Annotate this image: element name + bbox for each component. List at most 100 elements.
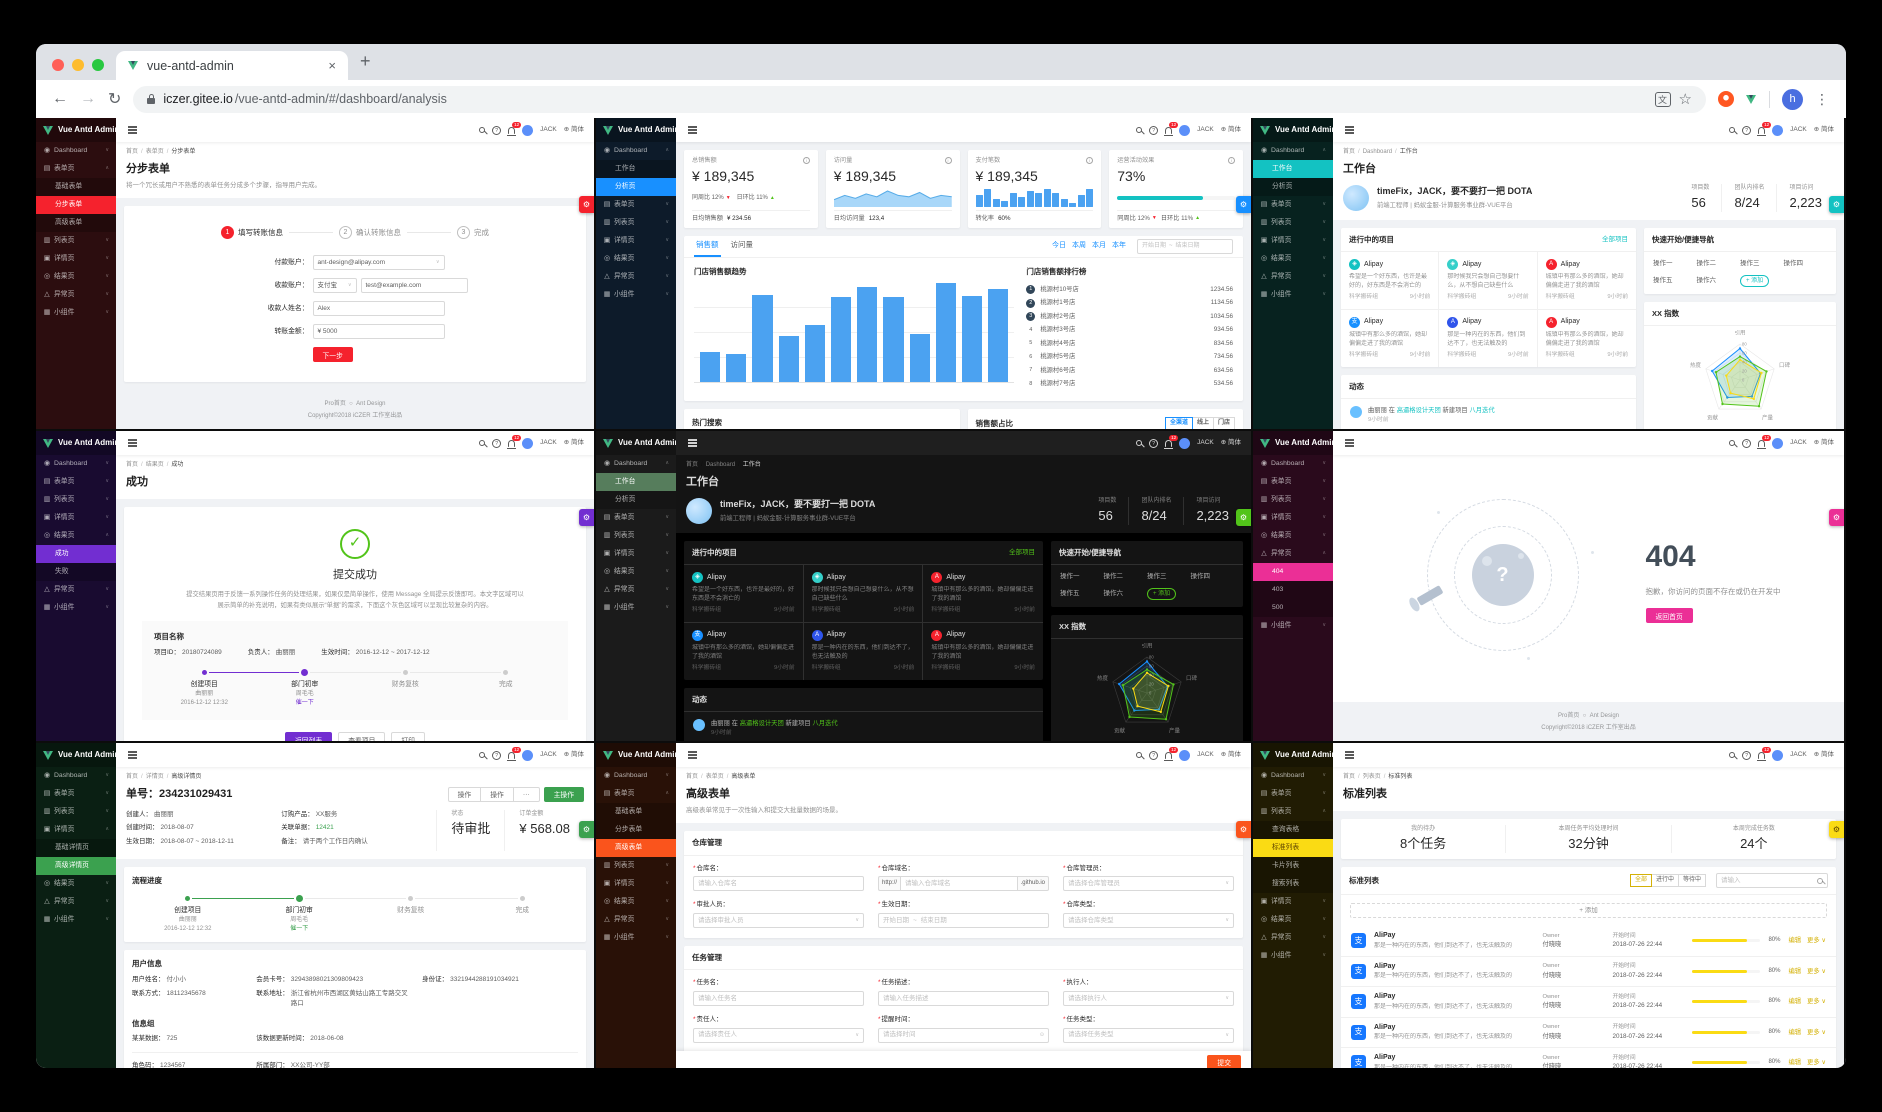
sidebar-item[interactable]: 基础表单: [596, 803, 676, 821]
radio-filter[interactable]: 门店: [1212, 416, 1235, 429]
edit-link[interactable]: 编辑: [1788, 967, 1802, 975]
address-bar[interactable]: iczer.gitee.io/vue-antd-admin/#/dashboar…: [133, 85, 1706, 113]
sidebar-group[interactable]: △ 异常页 ∨: [1253, 929, 1333, 947]
user-name[interactable]: JACK: [540, 751, 557, 759]
bell-icon[interactable]: 12: [1165, 434, 1179, 447]
breadcrumb-item[interactable]: 成功: [171, 462, 184, 468]
sidebar-item[interactable]: 卡片列表: [1253, 857, 1333, 875]
project-card[interactable]: A Alipay 城镇中有那么多的酒馆，她却偏偏走进了我的酒馆 科学搬砖组 9小时前: [1545, 316, 1628, 358]
sidebar-group[interactable]: ◉ Dashboard ∨: [1253, 455, 1333, 473]
breadcrumb-item[interactable]: 高级表单: [731, 774, 756, 780]
quick-nav-link[interactable]: 操作四: [1783, 260, 1804, 268]
user-name[interactable]: JACK: [1197, 126, 1214, 134]
search-icon[interactable]: [1729, 440, 1736, 446]
sidebar-item[interactable]: 500: [1253, 599, 1333, 617]
bell-icon[interactable]: 12: [508, 434, 522, 447]
feed-link[interactable]: 高逼格设计天团: [739, 719, 784, 727]
breadcrumb-item[interactable]: 首页: [686, 462, 699, 468]
sidebar-group[interactable]: ▥ 列表页 ∧: [1253, 803, 1333, 821]
breadcrumb-item[interactable]: 列表页: [1362, 774, 1381, 780]
next-step-button[interactable]: 下一步: [312, 347, 353, 363]
footer-link[interactable]: Pro首页: [1558, 713, 1580, 719]
sidebar-item[interactable]: 403: [1253, 581, 1333, 599]
search-icon[interactable]: [1136, 440, 1143, 446]
user-avatar[interactable]: [1772, 749, 1784, 761]
仓库类型-select[interactable]: 请选择仓库类型 ∨: [1063, 913, 1234, 928]
search-icon[interactable]: [479, 752, 486, 758]
forward-button[interactable]: →: [80, 90, 96, 107]
project-card[interactable]: A Alipay 那是一种内在的东西，他们到达不了，也无法触及的 科学搬砖组 9小时前: [804, 622, 924, 680]
breadcrumb-item[interactable]: Dashboard: [1362, 149, 1393, 155]
more-link[interactable]: 更多 ∨: [1807, 1028, 1826, 1036]
edit-link[interactable]: 编辑: [1788, 1028, 1802, 1036]
sidebar-group[interactable]: ▤ 表单页 ∨: [1253, 473, 1333, 491]
sidebar-group[interactable]: ▤ 表单页 ∧: [36, 160, 116, 178]
back-button[interactable]: ←: [52, 90, 68, 107]
footer-link[interactable]: Pro首页: [324, 401, 346, 408]
sidebar-group[interactable]: △ 异常页 ∨: [36, 581, 116, 599]
sidebar-group[interactable]: ◉ Dashboard ∨: [1253, 767, 1333, 785]
sidebar-group[interactable]: ▦ 小组件 ∨: [1253, 286, 1333, 304]
breadcrumb-item[interactable]: 表单页: [705, 774, 724, 780]
sidebar-group[interactable]: △ 异常页 ∨: [1253, 268, 1333, 286]
search-icon[interactable]: [479, 127, 486, 133]
user-avatar[interactable]: [1772, 124, 1784, 136]
footer-link[interactable]: Ant Design: [1589, 713, 1619, 719]
bell-icon[interactable]: 12: [1758, 121, 1772, 134]
help-icon[interactable]: ?: [492, 125, 502, 135]
仓库名-input[interactable]: 请输入仓库名: [693, 876, 864, 892]
language-selector[interactable]: ⊕ 简体: [1813, 751, 1834, 759]
help-icon[interactable]: ?: [492, 438, 502, 448]
quick-nav-link[interactable]: 操作三: [1147, 573, 1167, 581]
radio-filter[interactable]: 等待中: [1677, 874, 1706, 887]
project-card[interactable]: A Alipay 城镇中有那么多的酒馆，她却偏偏走进了我的酒馆 科学搬砖组 9小时前: [931, 629, 1035, 671]
sidebar-item[interactable]: 标准列表: [1253, 839, 1333, 857]
quick-nav-link[interactable]: 操作五: [1060, 590, 1080, 598]
sidebar-group[interactable]: ▣ 详情页 ∨: [36, 250, 116, 268]
sidebar-item[interactable]: 分析页: [596, 491, 676, 509]
sidebar-trigger-icon[interactable]: [128, 442, 137, 444]
footer-link[interactable]: Ant Design: [356, 401, 386, 408]
search-icon[interactable]: [479, 440, 486, 446]
sidebar-item[interactable]: 工作台: [596, 160, 676, 178]
payee-name-input[interactable]: Alex: [312, 301, 445, 317]
sidebar-group[interactable]: ◎ 结果页 ∨: [1253, 911, 1333, 929]
vue-devtools-icon[interactable]: [1746, 94, 1757, 104]
sidebar-group[interactable]: △ 异常页 ∨: [36, 286, 116, 304]
breadcrumb-item[interactable]: 工作台: [742, 462, 761, 468]
quick-nav-link[interactable]: 操作六: [1696, 277, 1717, 285]
sidebar-group[interactable]: ▥ 列表页 ∨: [36, 491, 116, 509]
back-home-button[interactable]: 返回首页: [1645, 608, 1693, 624]
sidebar-group[interactable]: ▤ 表单页 ∨: [596, 509, 676, 527]
theme-settings-button[interactable]: ⚙: [579, 821, 594, 838]
sidebar-group[interactable]: △ 异常页 ∨: [36, 893, 116, 911]
language-selector[interactable]: ⊕ 简体: [563, 439, 584, 447]
quick-nav-link[interactable]: 操作五: [1653, 277, 1673, 285]
extension-icon[interactable]: [1718, 91, 1734, 107]
more-link[interactable]: 更多 ∨: [1807, 998, 1826, 1006]
bell-icon[interactable]: 12: [1758, 434, 1772, 447]
sidebar-group[interactable]: ▤ 表单页 ∨: [36, 473, 116, 491]
sidebar-group[interactable]: △ 异常页 ∧: [1253, 545, 1333, 563]
project-card[interactable]: 支 Alipay 城镇中有那么多的酒馆，她却偏偏走进了我的酒馆 科学搬砖组 9小时前: [1341, 309, 1440, 367]
search-icon[interactable]: [1136, 127, 1143, 133]
sidebar-group[interactable]: ▣ 详情页 ∨: [1253, 893, 1333, 911]
view-project-button[interactable]: 查看项目: [338, 732, 386, 741]
project-card[interactable]: ◈ Alipay 那时候我只会想自己想要什么，从不想自己缺些什么 科学搬砖组 9小时前: [1439, 252, 1538, 310]
sidebar-group[interactable]: ▦ 小组件 ∨: [36, 304, 116, 322]
bell-icon[interactable]: 12: [1758, 746, 1772, 759]
browser-tab[interactable]: vue-antd-admin ×: [116, 51, 348, 80]
bell-icon[interactable]: 12: [508, 121, 522, 134]
user-avatar[interactable]: [522, 749, 534, 761]
sidebar-group[interactable]: △ 异常页 ∨: [596, 268, 676, 286]
sidebar-trigger-icon[interactable]: [1345, 129, 1354, 131]
feed-link[interactable]: 八月迭代: [1469, 406, 1495, 414]
help-icon[interactable]: ?: [1742, 750, 1752, 760]
project-card[interactable]: ◈ Alipay 希望是一个好东西，也许是最好的，好东西是不会消亡的 科学搬砖组 9小时…: [1341, 252, 1440, 310]
sidebar-group[interactable]: ▤ 表单页 ∨: [1253, 785, 1333, 803]
sidebar-group[interactable]: ◉ Dashboard ∨: [36, 455, 116, 473]
sidebar-group[interactable]: ▣ 详情页 ∨: [596, 545, 676, 563]
payee-type-select[interactable]: 支付宝 ∨: [312, 278, 357, 294]
sidebar-group[interactable]: ◎ 结果页 ∧: [36, 527, 116, 545]
quick-nav-link[interactable]: 操作四: [1190, 573, 1211, 581]
